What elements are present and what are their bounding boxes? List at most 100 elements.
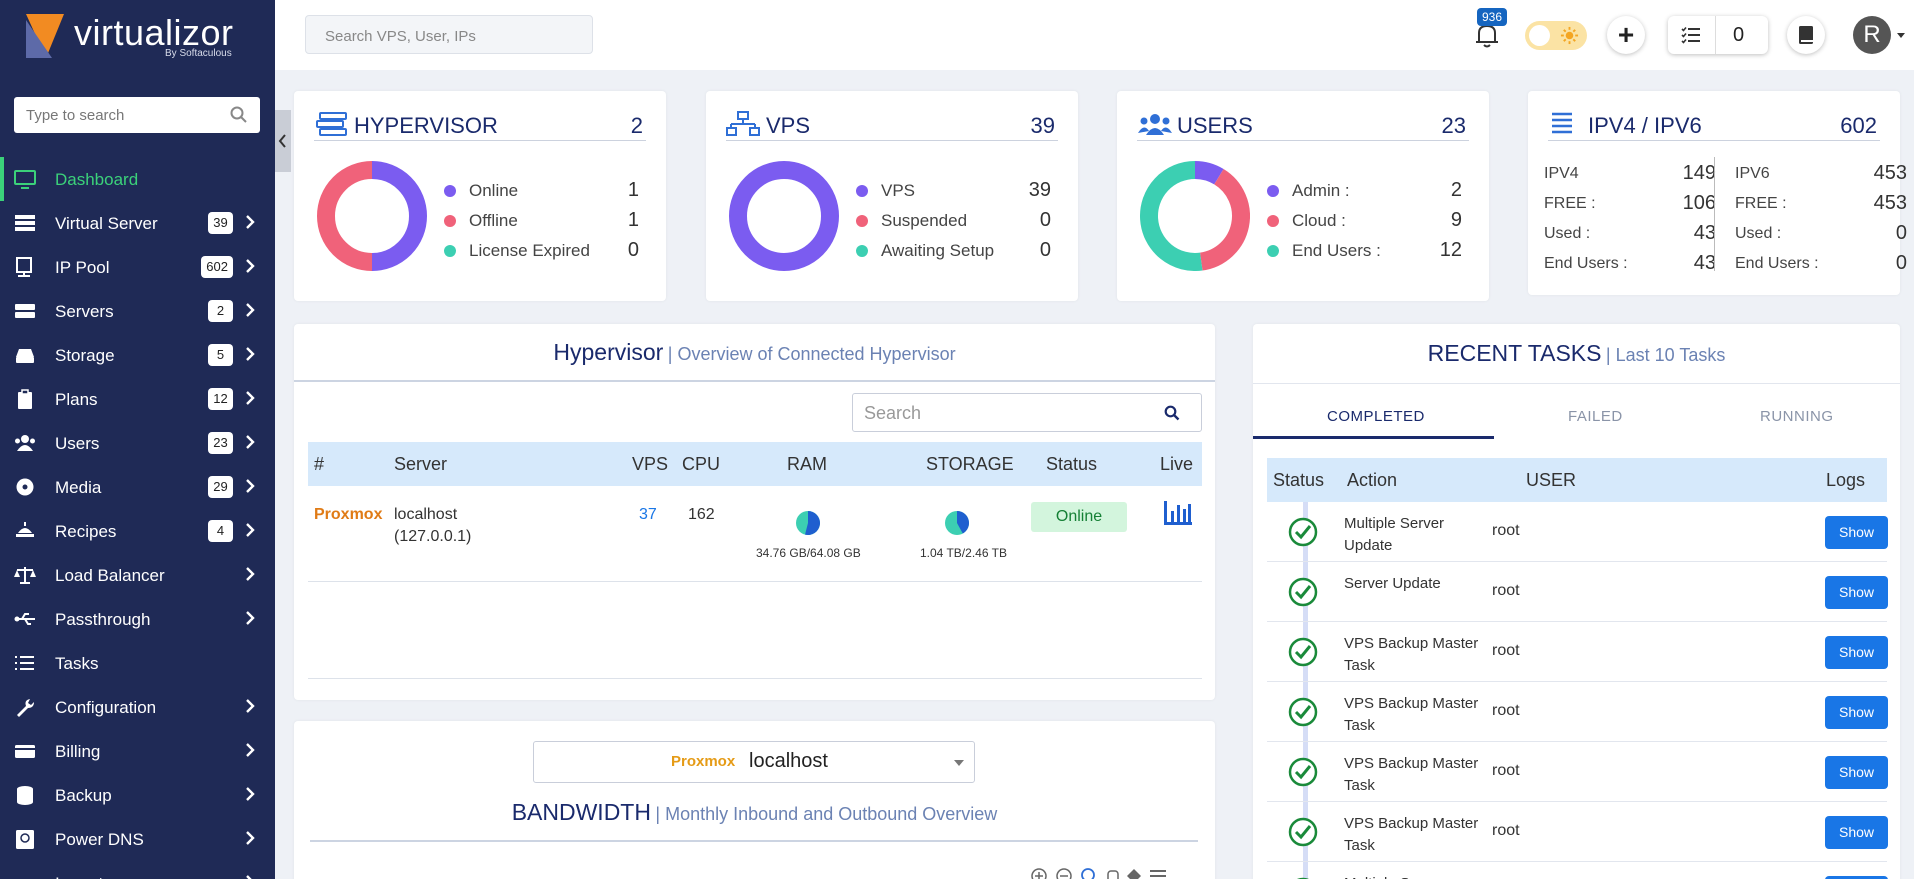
global-search-input[interactable]: Search VPS, User, IPs <box>305 15 593 54</box>
sidebar-item-power-dns[interactable]: Power DNS <box>0 817 275 861</box>
hypervisor-type: Proxmox <box>314 506 383 523</box>
hypervisor-icon <box>316 112 347 136</box>
user-avatar[interactable]: R <box>1853 16 1891 54</box>
sidebar-item-import[interactable]: Import <box>0 861 275 879</box>
zoom-select-icon[interactable] <box>1081 868 1096 879</box>
show-logs-button[interactable]: Show <box>1825 636 1888 669</box>
reset-zoom-icon[interactable] <box>1127 869 1141 879</box>
server-select-host: localhost <box>749 750 828 772</box>
table-row: Proxmox localhost (127.0.0.1) 37 162 34.… <box>308 486 1202 582</box>
check-circle-icon <box>1288 637 1318 667</box>
virtualizor-logo[interactable]: virtualizor By Softaculous <box>22 12 252 62</box>
sidebar-item-label: Power DNS <box>55 830 144 849</box>
sidebar-item-ip-pool[interactable]: IP Pool 602 <box>0 245 275 289</box>
ip-stat-row: End Users : 43 <box>1544 251 1716 281</box>
task-user: root <box>1492 582 1520 599</box>
show-logs-button[interactable]: Show <box>1825 876 1888 879</box>
scale-icon <box>14 567 36 584</box>
server-name[interactable]: localhost <box>394 506 458 523</box>
storage-usage-pie <box>945 511 969 535</box>
show-logs-button[interactable]: Show <box>1825 516 1888 549</box>
theme-toggle[interactable] <box>1525 21 1587 50</box>
sidebar-item-count-badge: 23 <box>208 432 233 454</box>
show-logs-button[interactable]: Show <box>1825 816 1888 849</box>
sidebar-item-virtual-server[interactable]: Virtual Server 39 <box>0 201 275 245</box>
users-icon <box>15 435 35 451</box>
sidebar-item-billing[interactable]: Billing <box>0 729 275 773</box>
sidebar-item-backup[interactable]: Backup <box>0 773 275 817</box>
sidebar-collapse-toggle[interactable] <box>275 110 291 172</box>
ip-stat-value: 43 <box>1693 252 1716 274</box>
sidebar-item-storage[interactable]: Storage 5 <box>0 333 275 377</box>
sidebar-search-input[interactable]: Type to search <box>14 97 260 133</box>
legend-value: 12 <box>1439 239 1462 261</box>
sidebar-item-servers[interactable]: Servers 2 <box>0 289 275 333</box>
sidebar-item-configuration[interactable]: Configuration <box>0 685 275 729</box>
bandwidth-header: BANDWIDTH | Monthly Inbound and Outbound… <box>294 799 1215 826</box>
search-icon[interactable] <box>1164 405 1180 421</box>
search-icon <box>230 106 247 123</box>
show-logs-button[interactable]: Show <box>1825 756 1888 789</box>
ip-list-icon <box>1552 112 1572 134</box>
tab-completed[interactable]: COMPLETED <box>1327 408 1425 425</box>
tab-failed[interactable]: FAILED <box>1568 408 1623 425</box>
chevron-right-icon <box>246 523 255 537</box>
topbar: Search VPS, User, IPs 936 + 0 R <box>275 0 1914 70</box>
legend-value: 1 <box>627 179 639 201</box>
col-hash: # <box>314 454 325 474</box>
sidebar-item-recipes[interactable]: Recipes 4 <box>0 509 275 553</box>
sidebar-item-load-balancer[interactable]: Load Balancer <box>0 553 275 597</box>
server-select[interactable]: Proxmox localhost <box>533 741 975 783</box>
chevron-right-icon <box>246 611 255 625</box>
server-ip: (127.0.0.1) <box>394 528 472 545</box>
ip-stat-value: 453 <box>1873 162 1907 184</box>
table-row: Server Update root Show <box>1267 562 1888 622</box>
bell-icon[interactable] <box>1470 18 1504 52</box>
status-badge: Online <box>1031 502 1127 532</box>
pan-icon[interactable] <box>1107 870 1119 879</box>
task-action: VPS Backup Master Task <box>1344 635 1479 674</box>
zoom-in-icon[interactable] <box>1031 868 1047 879</box>
hypervisor-table-header: # Server VPS CPU RAM STORAGE Status Live <box>308 442 1202 486</box>
task-list-button[interactable]: 0 <box>1668 16 1768 54</box>
stat-label: USERS <box>1177 113 1253 138</box>
tab-running[interactable]: RUNNING <box>1760 408 1834 425</box>
col-ram: RAM <box>787 454 827 474</box>
menu-icon[interactable] <box>1150 870 1166 879</box>
sidebar-item-users[interactable]: Users 23 <box>0 421 275 465</box>
task-count: 0 <box>1733 24 1745 46</box>
show-logs-button[interactable]: Show <box>1825 696 1888 729</box>
avatar-caret-icon[interactable] <box>1897 33 1905 38</box>
show-logs-button[interactable]: Show <box>1825 576 1888 609</box>
task-divider <box>1715 16 1716 54</box>
sidebar-item-media[interactable]: Media 29 <box>0 465 275 509</box>
sidebar-item-dashboard[interactable]: Dashboard <box>0 157 275 201</box>
chevron-right-icon <box>246 215 255 229</box>
sidebar-item-passthrough[interactable]: Passthrough <box>0 597 275 641</box>
chevron-right-icon <box>246 567 255 581</box>
col-storage: STORAGE <box>926 454 1014 474</box>
legend-value: 2 <box>1450 179 1462 201</box>
users-group-icon <box>1138 114 1172 135</box>
card-icon <box>15 745 35 758</box>
sidebar-item-tasks[interactable]: Tasks <box>0 641 275 685</box>
stat-count: 23 <box>1441 113 1466 138</box>
ip-divider <box>1714 157 1715 271</box>
sidebar-item-plans[interactable]: Plans 12 <box>0 377 275 421</box>
docs-button[interactable] <box>1787 16 1825 54</box>
add-new-button[interactable]: + <box>1607 16 1645 54</box>
legend-label: Awaiting Setup <box>881 241 995 260</box>
usb-icon <box>14 613 35 625</box>
live-stats-icon[interactable] <box>1162 499 1194 527</box>
sidebar-item-label: Virtual Server <box>55 214 158 233</box>
sidebar-item-label: Backup <box>55 786 112 805</box>
zoom-out-icon[interactable] <box>1056 868 1072 879</box>
stat-title: VPS 39 <box>726 109 1058 141</box>
hypervisor-search-input[interactable]: Search <box>852 393 1202 432</box>
vps-count-link[interactable]: 37 <box>639 506 657 523</box>
col-status: Status <box>1273 470 1325 490</box>
col-logs: Logs <box>1826 470 1866 490</box>
table-row: VPS Backup Master Task root Show <box>1267 622 1888 682</box>
recent-tasks-panel: RECENT TASKS | Last 10 Tasks COMPLETED F… <box>1253 324 1900 879</box>
sidebar-item-label: Servers <box>55 302 114 321</box>
